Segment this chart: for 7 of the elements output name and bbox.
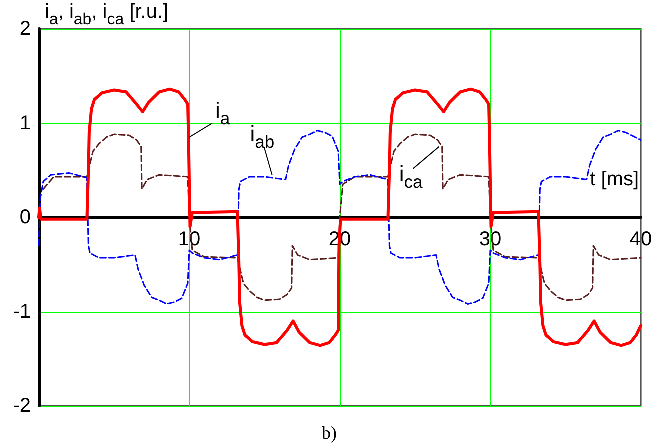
- x-axis-title: t [ms]: [590, 168, 640, 190]
- y-tick-label: 1: [20, 112, 31, 134]
- y-tick-label: -2: [13, 395, 31, 417]
- text: b): [322, 423, 338, 443]
- y-tick-label: -1: [13, 300, 31, 323]
- y-tick-label: 0: [20, 206, 31, 228]
- y-tick-label: 2: [20, 18, 31, 40]
